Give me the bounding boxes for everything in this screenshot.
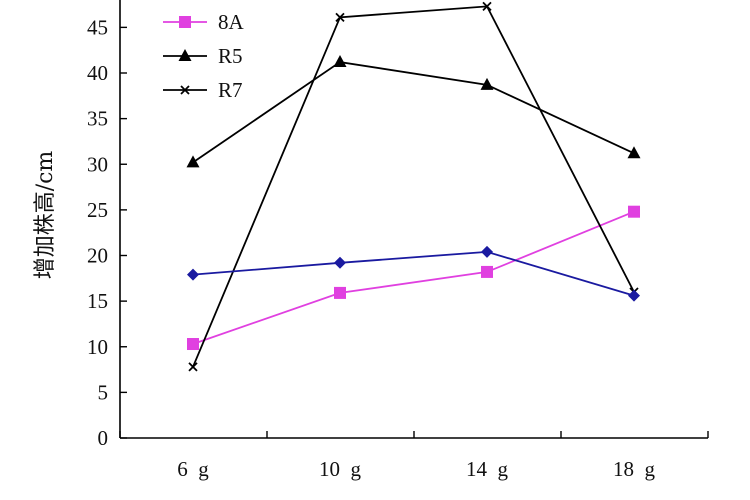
legend-label: R7	[218, 78, 243, 102]
data-point-r7	[482, 1, 492, 12]
data-point-series-4	[481, 245, 493, 258]
data-point-8a	[334, 286, 346, 299]
series-line-8a	[192, 210, 635, 345]
data-point-series-4	[187, 268, 199, 281]
data-point-r7	[335, 12, 345, 22]
y-tick-label: 0	[98, 426, 109, 450]
series-layer	[186, 1, 641, 372]
x-marker-stroke	[188, 362, 198, 372]
data-point-series-4	[628, 289, 640, 302]
legend-marker	[180, 85, 190, 95]
legend-label: 8A	[218, 10, 245, 34]
x-tick-label: 14 g	[466, 457, 509, 481]
series-line-r5	[192, 61, 635, 164]
y-axis-title: 增加株高/cm	[33, 151, 58, 280]
data-point-8a	[481, 265, 493, 278]
data-point-8a	[187, 338, 199, 351]
y-tick-label: 25	[87, 198, 108, 222]
axes: 0 5 10 15 20 25 30 35 40 45 6 g 10 g 14 g 18 g	[87, 0, 709, 481]
y-tick-label: 45	[87, 15, 108, 39]
series-r5	[186, 55, 641, 168]
legend-item-8a: 8A	[163, 10, 245, 34]
legend-label: R5	[218, 44, 243, 68]
series-series-4	[187, 245, 640, 302]
y-tick-label: 35	[87, 107, 108, 131]
data-point-r5	[333, 55, 347, 68]
legend-item-r5: R5	[163, 44, 243, 68]
x-tick-label: 10 g	[319, 457, 362, 481]
x-tick-label: 6 g	[177, 457, 209, 481]
legend: 8A R5 R7	[163, 10, 245, 102]
data-point-r5	[186, 155, 200, 168]
y-tick-label: 20	[87, 244, 108, 268]
series-line-series-4	[192, 250, 635, 297]
x-marker-stroke	[335, 12, 345, 22]
y-tick-label: 5	[98, 380, 109, 404]
x-tick-label: 18 g	[613, 457, 656, 481]
y-tick-label: 30	[87, 152, 108, 176]
series-8a	[187, 205, 640, 351]
y-tick-label: 15	[87, 289, 108, 313]
series-line-r7	[192, 5, 635, 368]
data-point-r7	[188, 362, 198, 372]
legend-marker	[179, 16, 191, 28]
data-point-r5	[480, 77, 494, 90]
legend-item-r7: R7	[163, 78, 243, 102]
data-point-r5	[627, 146, 641, 159]
y-tick-label: 10	[87, 335, 108, 359]
x-marker-stroke	[180, 85, 190, 95]
series-r7	[188, 1, 639, 372]
data-point-8a	[628, 205, 640, 218]
legend-marker	[178, 49, 192, 61]
x-marker-stroke	[482, 1, 492, 12]
data-point-series-4	[334, 256, 346, 269]
y-tick-label: 40	[87, 61, 108, 85]
